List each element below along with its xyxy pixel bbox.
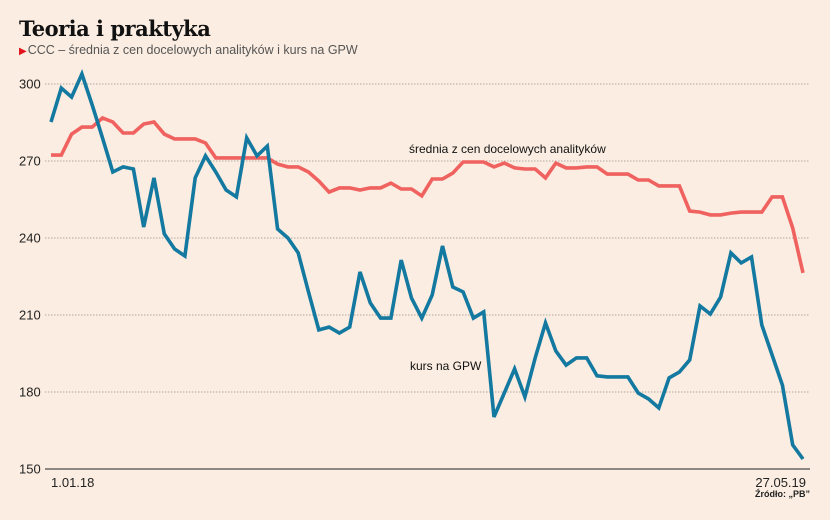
subtitle-text: CCC – średnia z cen docelowych analitykó… bbox=[27, 43, 358, 57]
chart-title: Teoria i praktyka bbox=[19, 16, 211, 41]
series-lines bbox=[49, 69, 805, 461]
series-line-stock-price bbox=[49, 69, 805, 461]
y-tick-label: 300 bbox=[19, 77, 41, 92]
x-tick-end: 27.05.19 bbox=[755, 475, 806, 490]
x-tick-start: 1.01.18 bbox=[51, 475, 94, 490]
gridlines bbox=[45, 83, 810, 393]
triangle-marker-icon: ▶ bbox=[19, 46, 27, 57]
chart-subtitle: ▶CCC – średnia z cen docelowych analityk… bbox=[19, 43, 358, 57]
y-tick-label: 150 bbox=[19, 462, 41, 477]
annotation-target-price: średnia z cen docelowych analityków bbox=[409, 142, 606, 156]
y-axis-ticks: 300 270 240 210 180 150 bbox=[19, 77, 41, 477]
series-line-target-price bbox=[51, 115, 805, 274]
annotation-stock-price: kurs na GPW bbox=[410, 359, 482, 373]
source-note: Źródło: „PB” bbox=[755, 489, 810, 499]
y-tick-label: 240 bbox=[19, 231, 41, 246]
y-tick-label: 180 bbox=[19, 385, 41, 400]
y-tick-label: 210 bbox=[19, 308, 41, 323]
y-tick-label: 270 bbox=[19, 154, 41, 169]
